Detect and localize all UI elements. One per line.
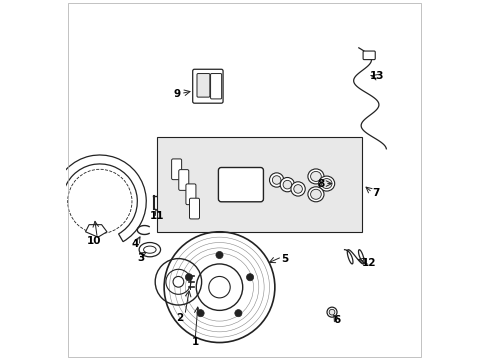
Ellipse shape bbox=[318, 176, 334, 191]
Ellipse shape bbox=[310, 189, 321, 199]
Text: 1: 1 bbox=[191, 337, 199, 347]
Ellipse shape bbox=[321, 179, 331, 189]
FancyBboxPatch shape bbox=[197, 73, 209, 97]
Text: 9: 9 bbox=[173, 89, 181, 99]
Circle shape bbox=[197, 310, 204, 317]
Circle shape bbox=[293, 185, 302, 193]
Circle shape bbox=[173, 276, 183, 287]
Circle shape bbox=[272, 176, 281, 184]
Text: 2: 2 bbox=[176, 312, 183, 323]
Circle shape bbox=[269, 173, 283, 187]
FancyBboxPatch shape bbox=[192, 69, 223, 103]
Text: 13: 13 bbox=[368, 71, 383, 81]
Circle shape bbox=[290, 182, 305, 196]
FancyBboxPatch shape bbox=[171, 159, 181, 180]
Circle shape bbox=[185, 274, 192, 281]
FancyBboxPatch shape bbox=[218, 167, 263, 202]
FancyBboxPatch shape bbox=[179, 170, 188, 190]
Text: 4: 4 bbox=[131, 239, 138, 249]
FancyBboxPatch shape bbox=[189, 198, 199, 219]
Polygon shape bbox=[157, 137, 362, 232]
Text: 6: 6 bbox=[333, 315, 340, 325]
Circle shape bbox=[328, 309, 334, 315]
Ellipse shape bbox=[307, 187, 324, 202]
Circle shape bbox=[246, 274, 253, 281]
Ellipse shape bbox=[310, 171, 321, 181]
FancyBboxPatch shape bbox=[185, 184, 196, 204]
Circle shape bbox=[234, 310, 242, 317]
Text: 5: 5 bbox=[280, 254, 287, 264]
Text: 3: 3 bbox=[137, 253, 144, 263]
Text: 10: 10 bbox=[87, 236, 102, 246]
Text: 11: 11 bbox=[149, 211, 164, 221]
FancyBboxPatch shape bbox=[363, 51, 374, 60]
FancyBboxPatch shape bbox=[210, 73, 221, 99]
Text: 7: 7 bbox=[371, 188, 379, 198]
Wedge shape bbox=[53, 155, 146, 242]
Circle shape bbox=[216, 251, 223, 258]
Ellipse shape bbox=[307, 169, 324, 184]
Text: 12: 12 bbox=[361, 258, 375, 268]
Circle shape bbox=[326, 307, 336, 317]
Text: 8: 8 bbox=[317, 179, 324, 189]
Circle shape bbox=[280, 177, 294, 192]
Polygon shape bbox=[85, 225, 107, 237]
Circle shape bbox=[283, 180, 291, 189]
